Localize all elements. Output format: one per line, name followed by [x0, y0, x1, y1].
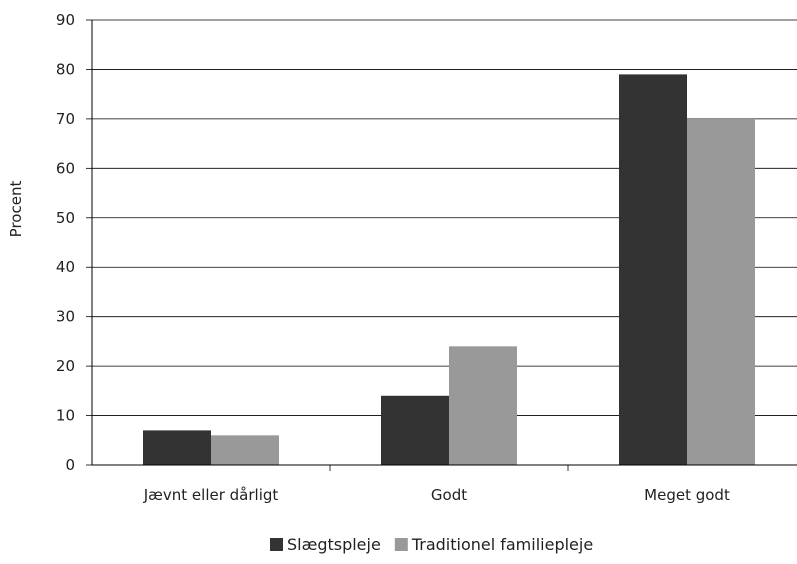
x-category-label: Meget godt [644, 486, 730, 504]
y-tick-label: 0 [65, 456, 75, 474]
x-category-label: Jævnt eller dårligt [143, 486, 279, 504]
y-tick-label: 60 [56, 159, 75, 177]
legend-label: Slægtspleje [287, 535, 381, 554]
legend-swatch [270, 538, 283, 551]
bar-slaegtspleje-2 [619, 74, 687, 465]
y-tick-label: 20 [56, 357, 75, 375]
y-tick-label: 80 [56, 60, 75, 78]
legend-swatch [394, 538, 408, 551]
x-category-label: Godt [431, 486, 467, 504]
bar-traditionel-1 [449, 346, 517, 465]
gridlines [92, 19, 797, 416]
bar-traditionel-0 [211, 435, 279, 465]
axes [86, 19, 797, 471]
y-tick-label: 40 [56, 258, 75, 276]
y-tick-labels: 0 10 20 30 40 50 60 70 80 90 [56, 11, 75, 474]
y-tick-label: 50 [56, 209, 75, 227]
y-tick-label: 30 [56, 308, 75, 326]
bar-slaegtspleje-0 [143, 430, 211, 465]
x-category-labels: Jævnt eller dårligt Godt Meget godt [143, 486, 730, 504]
bar-traditionel-2 [687, 118, 755, 465]
y-axis-title: Procent [7, 181, 25, 238]
bars [143, 74, 755, 465]
legend: Slægtspleje Traditionel familiepleje [270, 535, 593, 554]
bar-slaegtspleje-1 [381, 395, 449, 465]
legend-label: Traditionel familiepleje [411, 535, 593, 554]
y-tick-label: 90 [56, 11, 75, 29]
y-tick-label: 10 [56, 407, 75, 425]
y-tick-label: 70 [56, 110, 75, 128]
